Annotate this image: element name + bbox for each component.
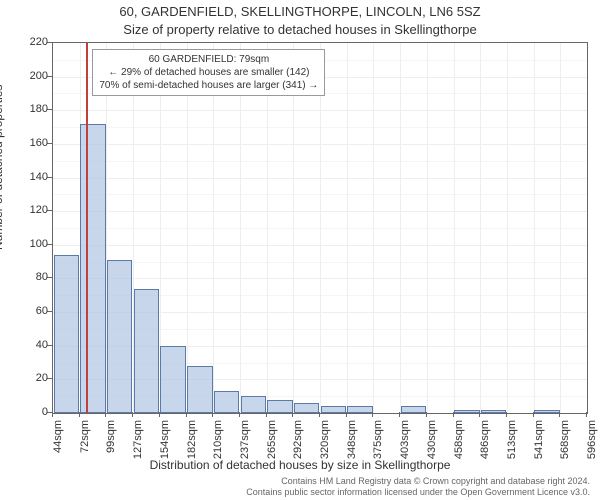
x-tick-label: 182sqm	[186, 420, 198, 460]
y-tick-label: 220	[8, 36, 48, 48]
histogram-bar	[160, 346, 185, 413]
x-tick-mark	[372, 412, 373, 417]
footer-attribution: Contains HM Land Registry data © Crown c…	[246, 476, 590, 498]
x-tick-label: 596sqm	[586, 420, 598, 460]
x-tick-mark	[132, 412, 133, 417]
x-tick-label: 486sqm	[479, 420, 491, 460]
chart-title-line1: 60, GARDENFIELD, SKELLINGTHORPE, LINCOLN…	[0, 4, 600, 19]
x-tick-mark	[159, 412, 160, 417]
x-tick-mark	[52, 412, 53, 417]
y-tick-label: 120	[8, 204, 48, 216]
histogram-bar	[134, 289, 159, 413]
y-axis-label: Number of detached properties	[0, 85, 5, 250]
histogram-bar	[107, 260, 132, 413]
grid-line-v	[187, 43, 188, 413]
histogram-bar	[294, 403, 319, 413]
grid-line-v	[507, 43, 508, 413]
x-tick-mark	[586, 412, 587, 417]
x-tick-mark	[559, 412, 560, 417]
x-tick-label: 237sqm	[239, 420, 251, 460]
grid-line-v	[400, 43, 401, 413]
x-tick-label: 265sqm	[266, 420, 278, 460]
footer-line2: Contains public sector information licen…	[246, 487, 590, 498]
x-tick-mark	[186, 412, 187, 417]
x-tick-mark	[292, 412, 293, 417]
x-tick-mark	[533, 412, 534, 417]
y-tick-label: 140	[8, 171, 48, 183]
x-tick-label: 44sqm	[52, 420, 64, 460]
x-tick-mark	[346, 412, 347, 417]
annotation-line2: ← 29% of detached houses are smaller (14…	[99, 66, 318, 79]
annotation-line3: 70% of semi-detached houses are larger (…	[99, 79, 318, 92]
x-tick-label: 99sqm	[105, 420, 117, 460]
x-tick-label: 430sqm	[426, 420, 438, 460]
x-tick-mark	[506, 412, 507, 417]
histogram-bar	[321, 406, 346, 413]
x-tick-mark	[453, 412, 454, 417]
histogram-bar	[80, 124, 105, 413]
x-tick-label: 210sqm	[212, 420, 224, 460]
grid-line-v	[560, 43, 561, 413]
x-tick-mark	[399, 412, 400, 417]
histogram-bar	[214, 391, 239, 413]
annotation-box: 60 GARDENFIELD: 79sqm← 29% of detached h…	[92, 49, 325, 96]
grid-line-v	[373, 43, 374, 413]
grid-line-v	[454, 43, 455, 413]
histogram-bar	[187, 366, 212, 413]
x-tick-label: 72sqm	[79, 420, 91, 460]
grid-line-v	[427, 43, 428, 413]
grid-line-v	[480, 43, 481, 413]
histogram-bar	[347, 406, 372, 413]
x-tick-label: 458sqm	[453, 420, 465, 460]
y-tick-label: 160	[8, 137, 48, 149]
x-tick-mark	[212, 412, 213, 417]
chart-title-line2: Size of property relative to detached ho…	[0, 22, 600, 37]
y-tick-label: 20	[8, 372, 48, 384]
grid-line-v	[267, 43, 268, 413]
histogram-bar	[54, 255, 79, 413]
y-tick-label: 200	[8, 70, 48, 82]
grid-line-v	[293, 43, 294, 413]
x-tick-label: 568sqm	[559, 420, 571, 460]
x-tick-label: 320sqm	[319, 420, 331, 460]
x-tick-label: 348sqm	[346, 420, 358, 460]
x-tick-mark	[239, 412, 240, 417]
histogram-bar	[454, 410, 479, 413]
y-tick-label: 180	[8, 103, 48, 115]
x-tick-label: 292sqm	[292, 420, 304, 460]
x-tick-mark	[426, 412, 427, 417]
x-tick-label: 541sqm	[533, 420, 545, 460]
histogram-bar	[401, 406, 426, 413]
x-tick-mark	[79, 412, 80, 417]
grid-line-v	[240, 43, 241, 413]
x-tick-mark	[479, 412, 480, 417]
annotation-line1: 60 GARDENFIELD: 79sqm	[99, 53, 318, 66]
x-tick-mark	[266, 412, 267, 417]
y-tick-label: 80	[8, 271, 48, 283]
grid-line-v	[320, 43, 321, 413]
grid-line-v	[213, 43, 214, 413]
x-tick-label: 127sqm	[132, 420, 144, 460]
histogram-bar	[241, 396, 266, 413]
footer-line1: Contains HM Land Registry data © Crown c…	[246, 476, 590, 487]
x-tick-mark	[105, 412, 106, 417]
histogram-bar	[267, 400, 292, 413]
y-tick-label: 60	[8, 305, 48, 317]
y-tick-label: 100	[8, 238, 48, 250]
x-tick-label: 513sqm	[506, 420, 518, 460]
x-tick-label: 403sqm	[399, 420, 411, 460]
y-tick-label: 0	[8, 406, 48, 418]
grid-line-v	[534, 43, 535, 413]
y-tick-label: 40	[8, 339, 48, 351]
x-tick-label: 154sqm	[159, 420, 171, 460]
x-tick-mark	[319, 412, 320, 417]
x-axis-label: Distribution of detached houses by size …	[0, 458, 600, 472]
histogram-bar	[481, 410, 506, 413]
x-tick-label: 375sqm	[372, 420, 384, 460]
property-marker-line	[86, 43, 88, 413]
grid-line-v	[347, 43, 348, 413]
histogram-bar	[534, 410, 559, 413]
plot-area: 60 GARDENFIELD: 79sqm← 29% of detached h…	[52, 42, 588, 414]
